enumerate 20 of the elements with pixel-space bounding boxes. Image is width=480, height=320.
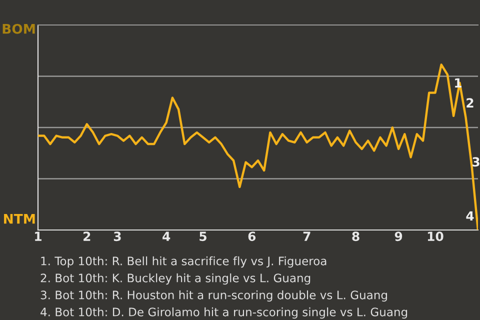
text: BOM [2,24,35,34]
text: 2. Bot 10th: K. Buckley hit a single vs L. Guang [40,273,310,285]
annotation: 2 [466,98,474,108]
x-tick-label: 2 [84,232,90,241]
x-tick-label: 6 [248,232,256,242]
x-tick-label: 5 [200,232,206,242]
x-tick-label: 10 [428,232,444,242]
x-tick-label: 4 [162,232,170,241]
x-tick-label: 9 [394,232,402,242]
annotation: 4 [466,211,474,220]
text: 3. Bot 10th: R. Houston hit a run-scoring double vs L. Guang [40,290,387,302]
x-tick-label: 3 [114,232,121,242]
text: 1. Top 10th: R. Bell hit a sacrifice fly vs J. Figueroa [41,256,326,268]
text: NTM [4,214,35,224]
annotation: 1 [455,78,462,88]
x-tick-label: 1 [35,232,42,241]
text: 4. Bot 10th: D. De Girolamo hit a run-scoring single vs L. Guang [40,307,408,319]
annotation: 3 [472,157,480,167]
x-tick-label: 8 [352,232,360,242]
x-tick-label: 7 [303,232,310,241]
